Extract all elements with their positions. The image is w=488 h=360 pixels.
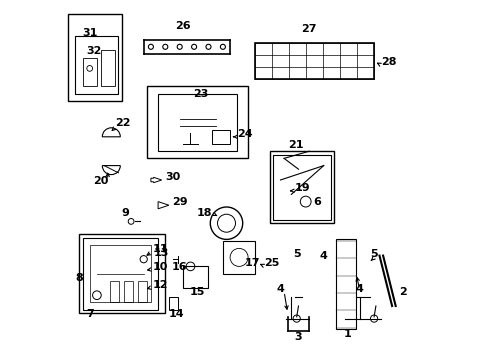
Text: 10: 10	[152, 262, 168, 272]
Text: 15: 15	[190, 287, 205, 297]
Text: 1: 1	[343, 329, 350, 339]
Text: 4: 4	[319, 251, 327, 261]
Text: 29: 29	[172, 197, 188, 207]
Bar	[89, 245, 151, 302]
Text: 26: 26	[175, 21, 191, 31]
Text: 6: 6	[312, 197, 320, 207]
Text: 12: 12	[152, 280, 168, 290]
FancyBboxPatch shape	[68, 14, 122, 101]
Bar	[255, 43, 373, 79]
Bar	[123, 281, 133, 302]
Text: 5: 5	[292, 249, 300, 260]
Text: 5: 5	[369, 249, 377, 260]
Text: 7: 7	[86, 309, 93, 319]
FancyBboxPatch shape	[269, 151, 334, 223]
Text: 3: 3	[294, 332, 302, 342]
Text: 18: 18	[196, 208, 212, 218]
Text: 16: 16	[171, 262, 186, 272]
Text: 25: 25	[264, 258, 279, 269]
Text: 14: 14	[168, 309, 183, 319]
Bar	[336, 239, 355, 329]
Text: 9: 9	[121, 208, 129, 218]
FancyBboxPatch shape	[79, 234, 165, 313]
Text: 31: 31	[82, 28, 97, 38]
Bar	[82, 238, 158, 310]
Text: 21: 21	[287, 140, 303, 150]
Text: 8: 8	[75, 273, 82, 283]
Text: 24: 24	[237, 129, 252, 139]
Text: 30: 30	[165, 172, 180, 182]
Bar	[183, 266, 208, 288]
Text: 19: 19	[294, 183, 310, 193]
Text: 28: 28	[381, 57, 396, 67]
Bar	[273, 155, 330, 220]
Bar	[138, 281, 147, 302]
Text: 13: 13	[153, 248, 168, 258]
Text: 17: 17	[244, 258, 260, 269]
Bar	[82, 58, 97, 86]
Text: 27: 27	[301, 24, 316, 35]
Bar	[168, 297, 178, 310]
Bar	[101, 50, 115, 86]
Bar	[75, 36, 118, 94]
Text: 11: 11	[152, 244, 168, 254]
Bar	[212, 130, 230, 144]
Text: 4: 4	[276, 284, 284, 294]
Text: 4: 4	[355, 284, 363, 294]
FancyBboxPatch shape	[147, 86, 247, 158]
Bar	[158, 94, 237, 151]
Text: 22: 22	[115, 118, 130, 128]
Text: 23: 23	[193, 89, 208, 99]
Bar	[109, 281, 118, 302]
Bar	[223, 241, 255, 274]
Text: 32: 32	[86, 46, 102, 56]
Text: 2: 2	[399, 287, 406, 297]
Text: 20: 20	[93, 176, 108, 186]
